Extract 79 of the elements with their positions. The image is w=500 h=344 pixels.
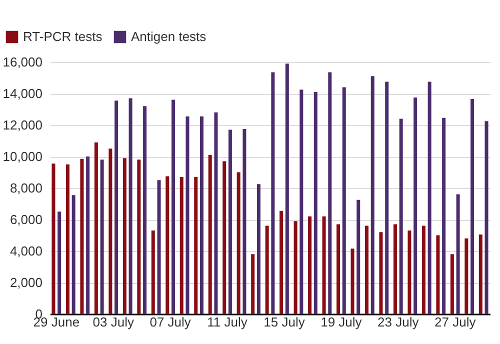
y-tick-label: 10,000 xyxy=(2,149,42,164)
bar xyxy=(94,142,98,314)
x-tick-label: 15 July xyxy=(264,314,306,330)
bar xyxy=(122,158,126,314)
y-tick-label: 16,000 xyxy=(2,54,42,70)
x-tick-label: 23 July xyxy=(378,314,420,330)
y-tick-label: 14,000 xyxy=(2,86,42,101)
bar xyxy=(370,76,374,314)
bar xyxy=(172,100,176,314)
bar xyxy=(478,234,482,314)
bar xyxy=(294,221,298,314)
bar xyxy=(450,254,454,314)
bar xyxy=(342,87,346,314)
bar xyxy=(265,226,269,314)
bar xyxy=(470,99,474,314)
bar xyxy=(308,216,312,314)
bar xyxy=(399,118,403,314)
bar xyxy=(350,248,354,314)
bar xyxy=(157,180,161,314)
bar xyxy=(436,235,440,314)
bar xyxy=(52,164,56,314)
bar xyxy=(271,72,275,314)
y-tick-label: 12,000 xyxy=(2,118,42,132)
bar xyxy=(328,72,332,314)
bar xyxy=(151,230,155,314)
x-tick-label: 11 July xyxy=(207,314,248,330)
bar xyxy=(228,130,232,314)
x-tick-label: 07 July xyxy=(150,314,192,330)
bar xyxy=(143,106,147,314)
bar xyxy=(108,148,112,314)
bar xyxy=(180,176,184,314)
bar xyxy=(114,100,118,314)
bar xyxy=(314,92,318,314)
bar xyxy=(484,121,488,314)
legend-label: Antigen tests xyxy=(131,29,207,44)
bar xyxy=(72,195,76,314)
x-tick-label: 27 July xyxy=(434,314,476,330)
bar xyxy=(464,238,468,314)
bar xyxy=(285,64,289,314)
y-tick-label: 4,000 xyxy=(10,244,42,258)
x-tick-label: 03 July xyxy=(92,314,134,330)
bar xyxy=(242,128,246,314)
bar xyxy=(214,112,218,314)
bar xyxy=(364,226,368,314)
bar xyxy=(208,154,212,314)
bar xyxy=(58,212,62,314)
bar xyxy=(356,200,360,314)
bar xyxy=(456,194,460,314)
bar xyxy=(222,161,226,314)
x-tick-label: 19 July xyxy=(320,314,362,330)
bar xyxy=(66,164,70,314)
bar xyxy=(442,118,446,314)
bar xyxy=(186,116,190,314)
legend-label: RT-PCR tests xyxy=(23,29,103,44)
y-tick-label: 8,000 xyxy=(10,180,42,196)
bar xyxy=(393,224,397,314)
bar xyxy=(379,232,383,314)
bar xyxy=(200,116,204,314)
bar xyxy=(322,216,326,314)
bar xyxy=(86,156,90,314)
bar xyxy=(256,184,260,314)
bar xyxy=(300,90,304,314)
bar xyxy=(408,230,412,314)
bar xyxy=(385,82,389,314)
bar xyxy=(236,172,240,314)
bar xyxy=(100,160,104,314)
bar xyxy=(422,226,426,314)
bar xyxy=(194,176,198,314)
bar xyxy=(166,176,170,314)
bar xyxy=(128,98,132,314)
bar xyxy=(80,158,84,314)
bar xyxy=(428,82,432,314)
bar xyxy=(336,224,340,314)
bar xyxy=(280,210,284,314)
bar xyxy=(414,97,418,314)
bar xyxy=(137,160,141,314)
y-tick-label: 6,000 xyxy=(10,212,42,227)
bar xyxy=(251,254,255,314)
y-tick-label: 2,000 xyxy=(10,275,42,290)
